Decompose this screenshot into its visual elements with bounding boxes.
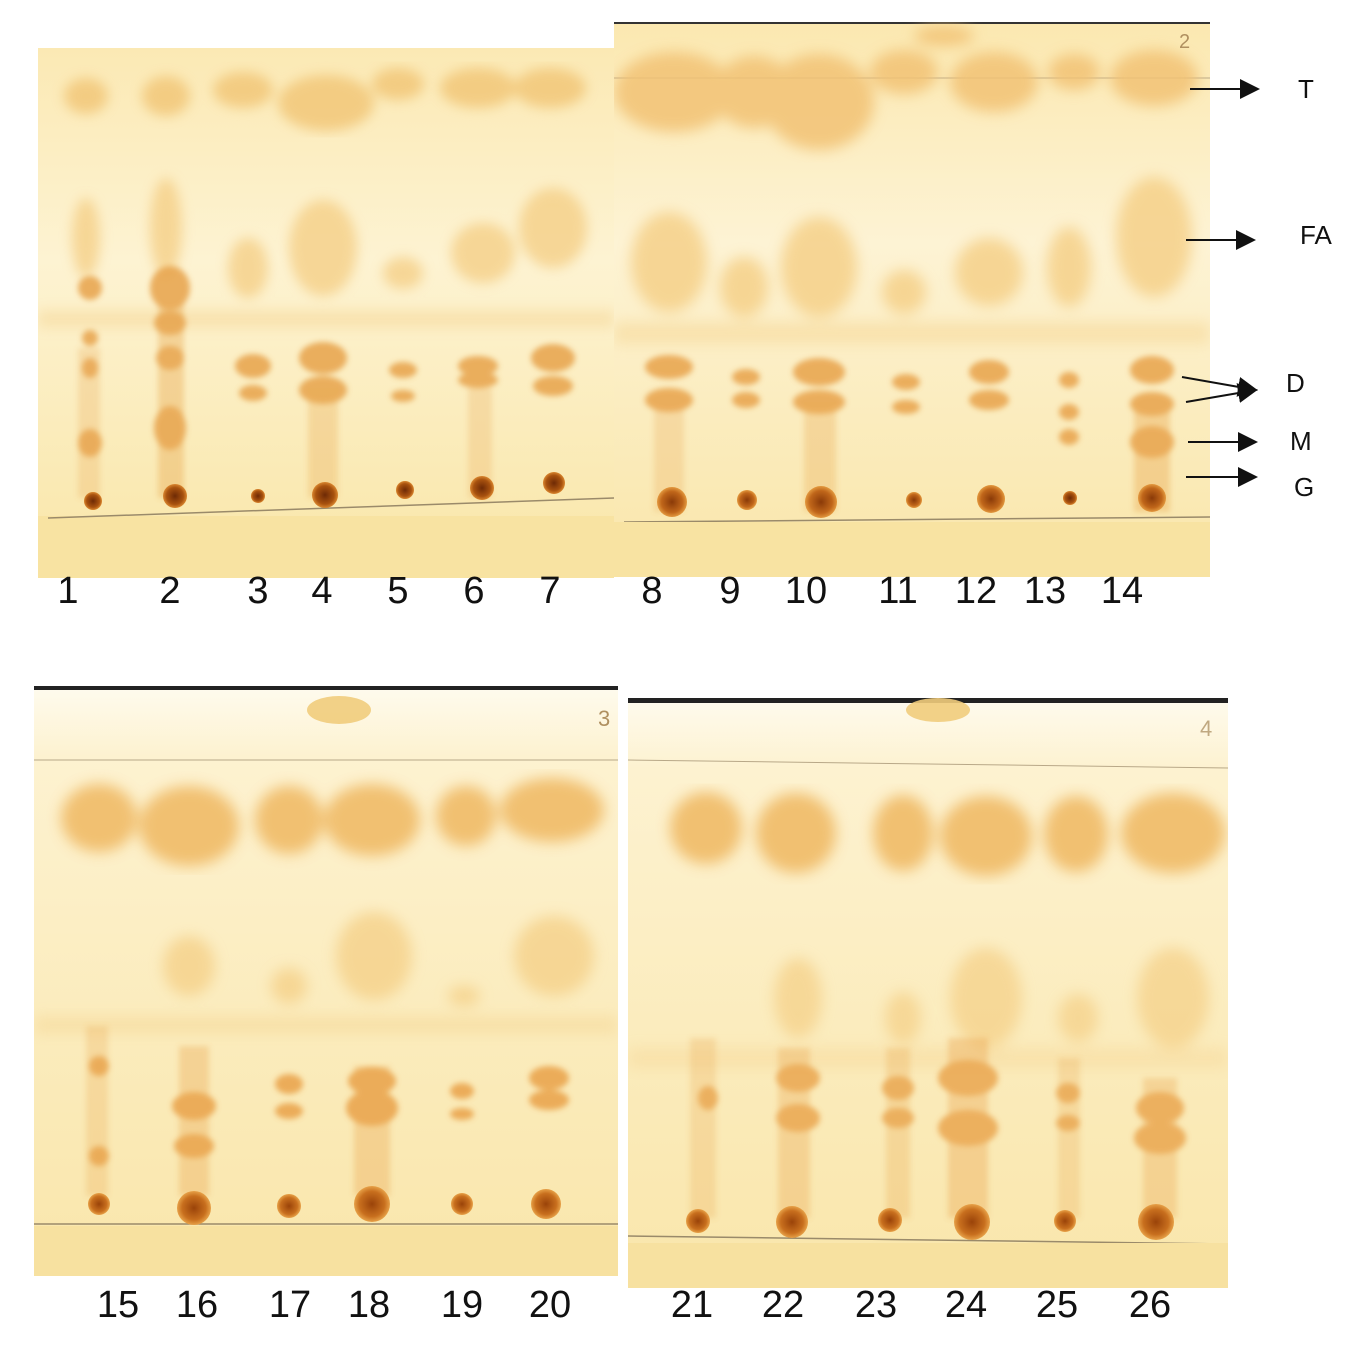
lane-label: 5 (387, 570, 409, 612)
band-label-d: D (1286, 368, 1305, 398)
tlc-plate-3: 3 (34, 686, 618, 1276)
lane-label: 22 (761, 1284, 805, 1326)
arrow-d-upper (1181, 376, 1258, 397)
band-label-fa: FA (1300, 220, 1332, 250)
plate-3-corner-mark: 3 (598, 706, 610, 731)
plate-4-image: 4 (628, 698, 1228, 1288)
plate-3-image: 3 (34, 686, 618, 1276)
band-arrows (1181, 79, 1260, 487)
lane-label: 6 (463, 570, 485, 612)
lane-label: 21 (670, 1284, 714, 1326)
lane-label: 13 (1023, 570, 1067, 612)
lane-label: 17 (268, 1284, 312, 1326)
plate-2-corner-mark: 2 (1179, 31, 1190, 53)
lane-label: 16 (175, 1284, 219, 1326)
tlc-plate-4: 4 (628, 698, 1228, 1288)
lane-label: 2 (159, 570, 181, 612)
lane-label: 4 (311, 570, 333, 612)
lane-label: 1 (57, 570, 79, 612)
arrow-d-lower (1185, 383, 1258, 403)
tlc-plate-1 (38, 48, 614, 578)
plate-1-image (38, 48, 614, 578)
lane-label: 8 (641, 570, 663, 612)
plate-2-image: 2 (614, 22, 1210, 577)
lane-label: 15 (96, 1284, 140, 1326)
lane-label: 19 (440, 1284, 484, 1326)
lane-label: 25 (1035, 1284, 1079, 1326)
lane-label: 7 (539, 570, 561, 612)
tlc-plate-2: 2 (614, 22, 1210, 577)
lane-label: 18 (347, 1284, 391, 1326)
band-label-g: G (1294, 472, 1315, 502)
lane-label: 9 (719, 570, 741, 612)
lane-label: 10 (784, 570, 828, 612)
lane-label: 24 (944, 1284, 988, 1326)
lane-label: 3 (247, 570, 269, 612)
lane-label: 20 (528, 1284, 572, 1326)
band-label-m: M (1290, 426, 1312, 456)
lane-label: 26 (1128, 1284, 1172, 1326)
lane-label: 23 (854, 1284, 898, 1326)
lane-label: 11 (878, 570, 918, 612)
band-label-t: T (1298, 74, 1314, 104)
lane-label: 14 (1100, 570, 1144, 612)
lane-label: 12 (954, 570, 998, 612)
plate-4-corner-mark: 4 (1200, 716, 1212, 741)
